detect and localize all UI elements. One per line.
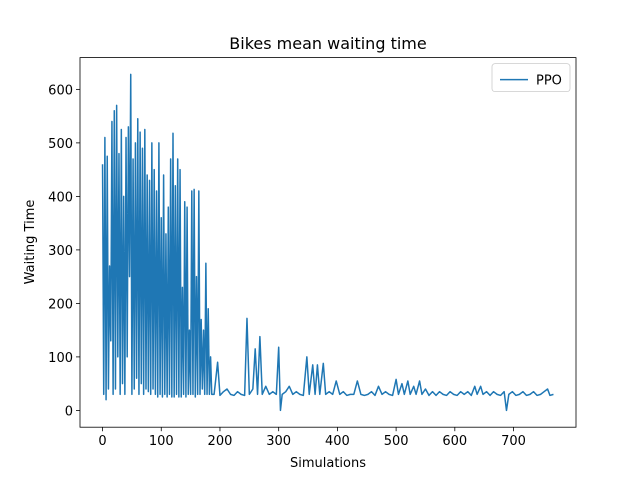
line-series [101, 73, 554, 412]
chart-title: Bikes mean waiting time [229, 34, 426, 53]
plot-frame [79, 57, 577, 428]
x-tick-label: 400 [325, 434, 350, 449]
y-tick-label: 100 [48, 351, 73, 366]
x-tick-label: 100 [149, 434, 174, 449]
x-tick-label: 500 [384, 434, 409, 449]
legend-box [491, 63, 571, 92]
x-tick-label: 300 [266, 434, 291, 449]
y-tick-label: 0 [65, 404, 73, 419]
x-tick-label: 200 [208, 434, 233, 449]
y-tick-label: 400 [48, 190, 73, 205]
x-tick-label: 600 [442, 434, 467, 449]
x-axis-label: Simulations [290, 456, 366, 471]
x-tick-label: 0 [98, 434, 106, 449]
y-axis-label: Waiting Time [23, 200, 38, 285]
y-tick-label: 500 [48, 137, 73, 152]
y-tick-label: 600 [48, 83, 73, 98]
y-tick-label: 200 [48, 297, 73, 312]
legend-label: PPO [536, 74, 562, 89]
y-tick-label: 300 [48, 244, 73, 259]
x-tick-label: 700 [501, 434, 526, 449]
